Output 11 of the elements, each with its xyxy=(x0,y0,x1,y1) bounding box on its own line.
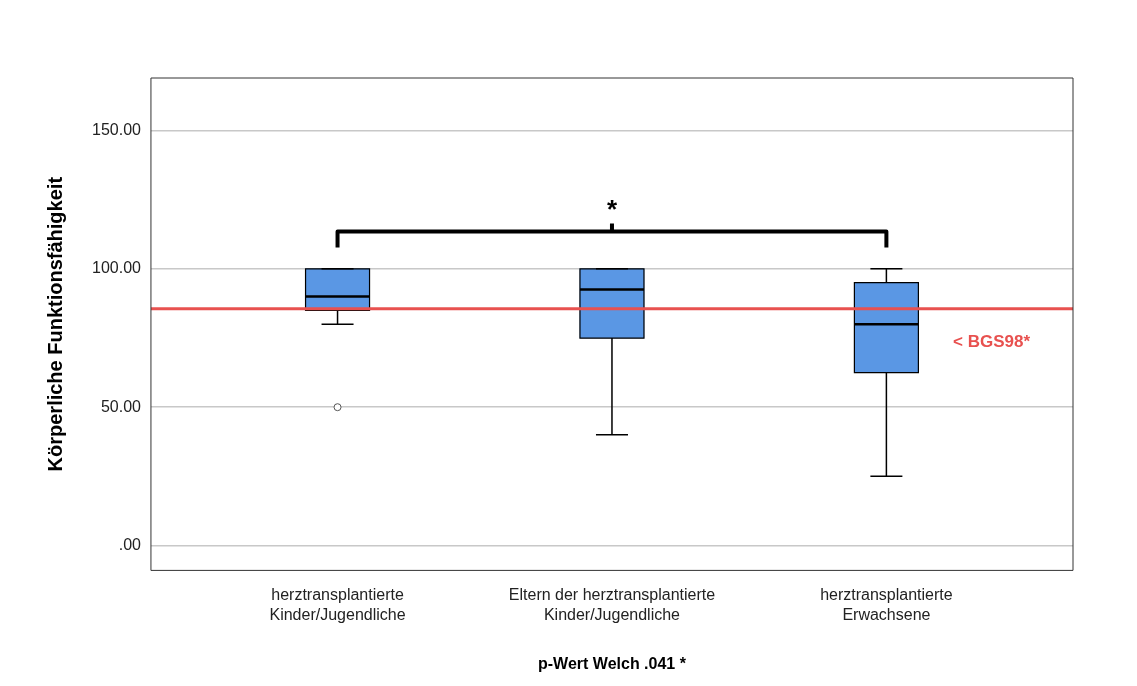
x-tick-label: herztransplantierte Erwachsene xyxy=(820,586,953,623)
y-tick-label: 100.00 xyxy=(92,259,142,277)
y-tick-label: 50.00 xyxy=(100,397,142,415)
x-axis-title: p-Wert Welch .041 * xyxy=(538,654,687,672)
y-tick-label: .00 xyxy=(118,535,142,553)
x-tick-label: Eltern der herztransplantierte Kinder/Jugendliche xyxy=(508,586,716,623)
annotation: * xyxy=(606,193,618,224)
y-tick-label: 150.00 xyxy=(92,120,142,138)
ref-line-label: < BGS98* xyxy=(953,332,1031,352)
y-axis-title: Körperliche Funktionsfähigkeit xyxy=(43,176,66,472)
x-tick-label: herztransplantierte Kinder/Jugendliche xyxy=(269,586,406,623)
